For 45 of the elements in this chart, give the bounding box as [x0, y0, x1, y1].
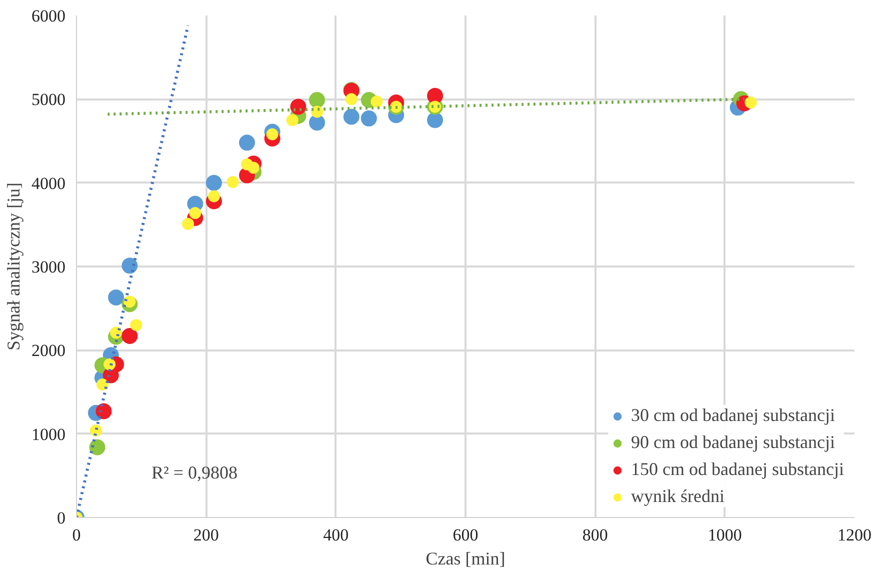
point [309, 92, 326, 108]
point [122, 328, 138, 344]
point [108, 289, 124, 306]
point [744, 96, 757, 108]
y-tick-label: 4000 [32, 174, 66, 193]
point [130, 319, 142, 332]
annotation: R² = 0,9808 [152, 462, 238, 482]
point [189, 206, 202, 219]
legend-label: 150 cm od badanej substancji [631, 459, 844, 480]
point [206, 174, 222, 191]
point [345, 93, 358, 106]
point [360, 110, 377, 126]
point [309, 114, 326, 131]
legend-label: wynik średni [631, 486, 725, 507]
point [182, 218, 194, 230]
y-tick-label: 1000 [32, 424, 66, 444]
point [104, 358, 116, 370]
x-tick-label: 1000 [708, 526, 742, 544]
x-tick-label: 200 [193, 526, 219, 544]
legend-label: 90 cm od badanej substancji [631, 432, 835, 453]
x-tick-label: 0 [72, 526, 81, 544]
point [96, 403, 112, 420]
point [89, 439, 106, 456]
point [226, 176, 239, 188]
x-tick-label: 400 [323, 526, 349, 544]
y-tick-label: 2000 [32, 341, 66, 360]
legend-label: 30 cm od badanej substancji [631, 405, 835, 426]
y-axis-title: Sygnał analityczny [ju] [4, 182, 24, 350]
point [343, 108, 360, 125]
y-tick-label: 0 [57, 508, 66, 528]
x-tick-label: 1200 [838, 526, 872, 544]
y-tick-label: 5000 [32, 90, 66, 110]
point [427, 88, 444, 104]
x-tick-label: 600 [452, 526, 478, 544]
y-tick-label: 3000 [32, 258, 66, 276]
point [96, 378, 108, 390]
point [239, 134, 256, 151]
point [427, 112, 444, 128]
point [122, 258, 138, 274]
point [247, 162, 260, 174]
point [370, 96, 383, 108]
x-tick-label: 800 [582, 526, 608, 544]
point [290, 98, 306, 115]
x-axis-title: Czas [min] [426, 548, 506, 568]
y-tick-label: 6000 [32, 6, 66, 26]
